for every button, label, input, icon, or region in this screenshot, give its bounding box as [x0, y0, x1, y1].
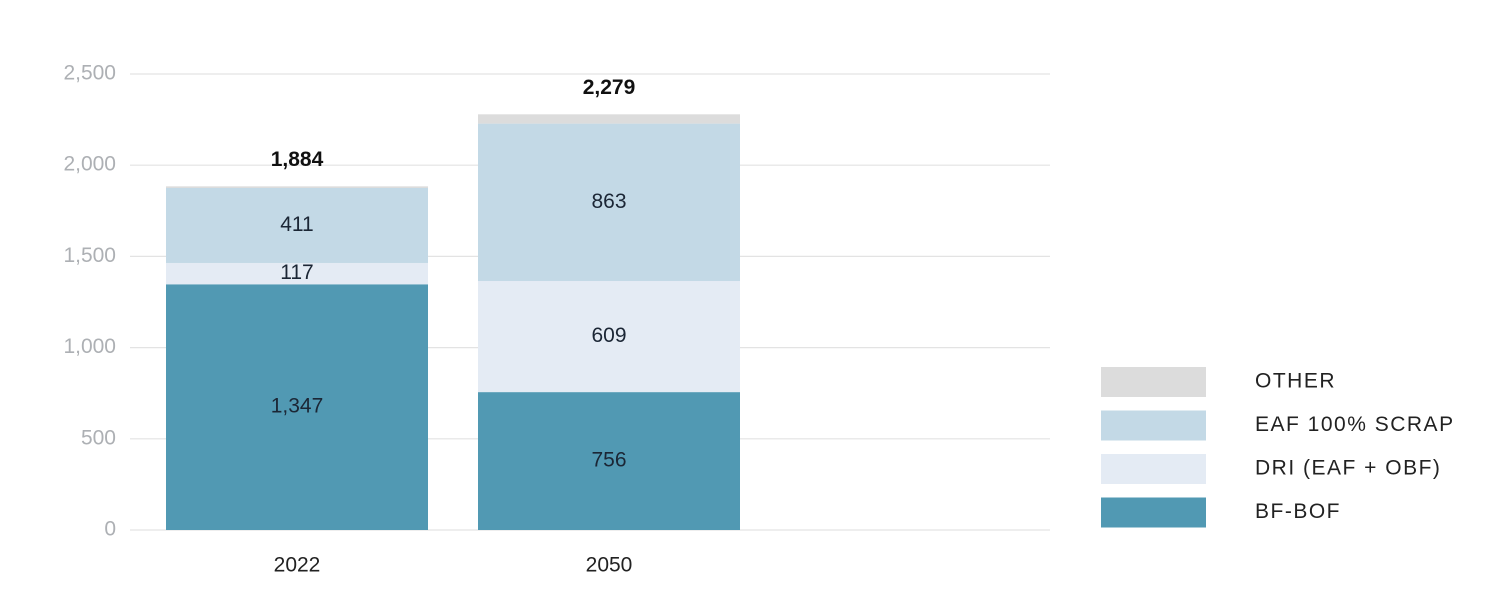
legend-label: EAF 100% SCRAP [1255, 413, 1455, 436]
legend-label: OTHER [1255, 370, 1336, 393]
x-tick-label: 2022 [274, 554, 321, 577]
y-tick-label: 500 [81, 426, 116, 449]
data-label: 609 [591, 324, 626, 347]
bar-segment [166, 188, 428, 263]
y-tick-label: 1,000 [63, 335, 116, 358]
total-label: 2,279 [583, 76, 636, 99]
legend-swatch [1101, 454, 1206, 484]
data-label: 756 [591, 449, 626, 472]
total-label: 1,884 [271, 148, 324, 171]
legend-label: BF-BOF [1255, 500, 1341, 523]
x-tick-label: 2050 [586, 554, 633, 577]
bar-segment [166, 284, 428, 530]
legend-swatch [1101, 367, 1206, 397]
y-tick-label: 2,000 [63, 153, 116, 176]
bar-segment [478, 281, 740, 393]
bar-segment [166, 186, 428, 188]
bar-segment [166, 262, 428, 285]
data-label: 863 [591, 190, 626, 213]
bar-segment [478, 392, 740, 530]
bar-segment [478, 123, 740, 282]
y-tick-label: 2,500 [63, 62, 116, 85]
y-tick-label: 0 [104, 518, 116, 541]
data-label: 411 [280, 213, 313, 236]
y-tick-label: 1,500 [63, 244, 116, 267]
legend-swatch [1101, 497, 1206, 528]
legend-swatch [1101, 410, 1206, 441]
bar-segment [478, 114, 740, 124]
data-label: 1,347 [271, 395, 324, 418]
data-label: 117 [280, 261, 313, 284]
legend-label: DRI (EAF + OBF) [1255, 457, 1441, 480]
